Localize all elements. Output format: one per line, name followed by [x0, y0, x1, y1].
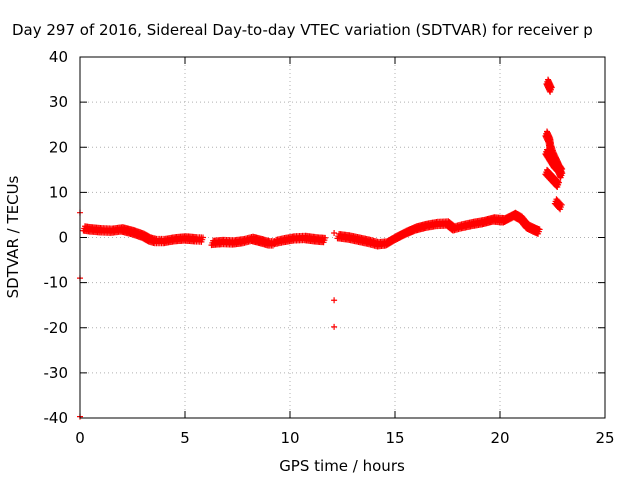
data-marker: [320, 239, 327, 246]
x-axis-title: GPS time / hours: [279, 457, 405, 475]
x-tick-label: 20: [490, 429, 509, 447]
x-tick-label: 0: [75, 429, 85, 447]
x-tick-labels: 0 5 10 15 20 25: [75, 429, 614, 447]
y-tick-label: 10: [49, 183, 68, 201]
y-tick-label: -10: [44, 274, 69, 292]
chart-title: Day 297 of 2016, Sidereal Day-to-day VTE…: [12, 21, 593, 39]
y-axis-title: SDTVAR / TECUs: [4, 175, 22, 298]
y-tick-labels: -40 -30 -20 -10 0 10 20 30 40: [44, 48, 69, 427]
x-tick-label: 15: [385, 429, 404, 447]
data-marker: [558, 201, 565, 208]
y-tick-label: -40: [44, 409, 69, 427]
data-marker: [557, 174, 564, 181]
data-marker: [548, 84, 555, 91]
data-marker: [322, 234, 329, 241]
outlier-marker: [331, 297, 338, 304]
outlier-marker: [331, 229, 338, 236]
y-tick-label: 20: [49, 138, 68, 156]
x-tick-label: 5: [180, 429, 190, 447]
y-tick-label: 40: [49, 48, 68, 66]
data-points: [77, 76, 566, 420]
y-tick-label: 30: [49, 93, 68, 111]
data-marker: [555, 179, 562, 186]
y-tick-label: 0: [58, 229, 68, 247]
data-marker: [559, 170, 566, 177]
x-tick-label: 25: [595, 429, 614, 447]
data-marker: [200, 234, 207, 241]
data-marker: [554, 184, 561, 191]
data-marker: [536, 226, 543, 233]
axis-ticks: [79, 56, 606, 419]
x-tick-label: 10: [280, 429, 299, 447]
data-marker: [198, 238, 205, 245]
y-tick-label: -20: [44, 319, 69, 337]
outlier-marker: [331, 323, 338, 330]
data-marker: [547, 88, 554, 95]
data-marker: [535, 230, 542, 237]
data-marker: [557, 206, 564, 213]
y-tick-label: -30: [44, 364, 69, 382]
